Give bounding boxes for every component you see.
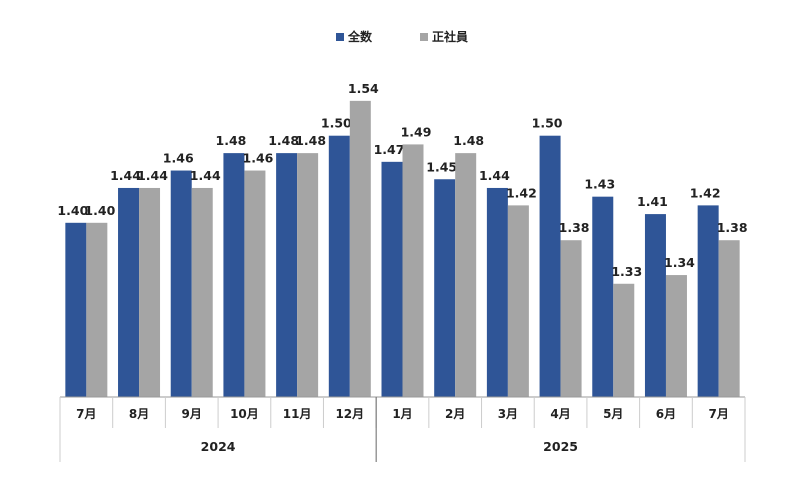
data-label-0-0: 1.40 <box>57 203 88 218</box>
data-label-0-2: 1.46 <box>163 151 194 166</box>
bar-1-4 <box>297 153 319 397</box>
bar-1-9 <box>560 240 582 397</box>
bar-1-8 <box>507 205 529 397</box>
x-tick-label: 4月 <box>550 407 570 421</box>
x-tick-label: 9月 <box>182 407 202 421</box>
data-label-0-10: 1.43 <box>584 177 615 192</box>
bar-1-0 <box>86 222 108 397</box>
bar-0-5 <box>328 135 350 397</box>
bar-0-4 <box>276 153 298 397</box>
x-tick-label: 5月 <box>603 407 623 421</box>
bar-0-8 <box>486 187 508 397</box>
data-label-0-8: 1.44 <box>479 168 510 183</box>
bar-0-11 <box>644 214 666 397</box>
group-label-2024: 2024 <box>201 439 236 454</box>
bar-0-7 <box>434 179 456 397</box>
x-tick-label: 12月 <box>335 407 364 421</box>
bar-0-9 <box>539 135 561 397</box>
data-label-1-8: 1.42 <box>506 185 537 200</box>
data-label-1-2: 1.44 <box>190 168 221 183</box>
data-label-1-7: 1.48 <box>453 133 484 148</box>
x-tick-label: 7月 <box>76 407 96 421</box>
data-label-0-1: 1.44 <box>110 168 141 183</box>
data-label-0-12: 1.42 <box>690 185 721 200</box>
data-label-1-0: 1.40 <box>84 203 115 218</box>
x-tick-label: 6月 <box>656 407 676 421</box>
legend-swatch-0 <box>336 33 344 41</box>
bar-1-3 <box>244 170 266 397</box>
data-label-1-11: 1.34 <box>664 255 695 270</box>
data-label-0-5: 1.50 <box>321 116 352 131</box>
bar-0-6 <box>381 161 403 397</box>
bar-0-1 <box>118 187 140 397</box>
bar-1-11 <box>665 275 687 397</box>
data-label-0-9: 1.50 <box>532 116 563 131</box>
bar-1-7 <box>455 153 477 397</box>
data-label-1-10: 1.33 <box>611 264 642 279</box>
bar-0-2 <box>170 170 192 397</box>
data-label-1-12: 1.38 <box>717 220 748 235</box>
x-tick-label: 7月 <box>708 407 728 421</box>
bar-0-10 <box>592 196 614 397</box>
data-label-0-11: 1.41 <box>637 194 668 209</box>
x-tick-label: 10月 <box>230 407 259 421</box>
bar-1-5 <box>349 100 371 398</box>
x-tick-label: 8月 <box>129 407 149 421</box>
data-label-1-9: 1.38 <box>559 220 590 235</box>
bar-1-2 <box>191 187 213 397</box>
data-label-0-6: 1.47 <box>374 142 405 157</box>
data-label-0-7: 1.45 <box>426 159 457 174</box>
x-tick-label: 2月 <box>445 407 465 421</box>
data-label-1-6: 1.49 <box>401 124 432 139</box>
bar-1-10 <box>613 283 635 397</box>
bar-1-12 <box>718 240 740 397</box>
data-label-1-1: 1.44 <box>137 168 168 183</box>
group-label-2025: 2025 <box>543 439 578 454</box>
legend-label-0: 全数 <box>347 29 373 44</box>
bar-0-12 <box>697 205 719 397</box>
legend-label-1: 正社員 <box>432 29 468 44</box>
legend-swatch-1 <box>420 33 428 41</box>
data-label-0-4: 1.48 <box>268 133 299 148</box>
bar-1-1 <box>139 187 161 397</box>
data-label-1-3: 1.46 <box>243 151 274 166</box>
data-label-1-4: 1.48 <box>295 133 326 148</box>
bar-0-0 <box>65 222 87 397</box>
x-tick-label: 3月 <box>498 407 518 421</box>
data-label-0-3: 1.48 <box>216 133 247 148</box>
x-tick-label: 11月 <box>283 407 312 421</box>
bar-1-6 <box>402 144 424 397</box>
data-label-1-5: 1.54 <box>348 81 379 96</box>
x-tick-label: 1月 <box>392 407 412 421</box>
bar-0-3 <box>223 153 245 397</box>
